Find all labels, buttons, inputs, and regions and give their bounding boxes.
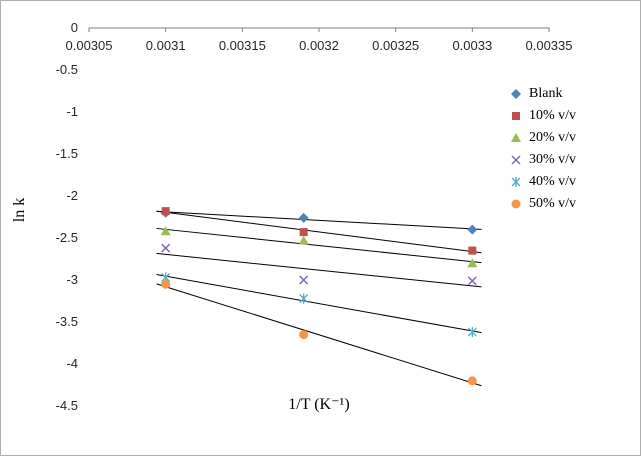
y-axis-title: ln k [11, 197, 28, 223]
x-marker-icon [299, 275, 309, 285]
trendline [156, 252, 482, 288]
trendline [156, 274, 482, 334]
asterisk-marker-icon [467, 327, 477, 338]
triangle-marker-icon [160, 226, 171, 236]
square-marker-icon [299, 228, 308, 237]
square-marker-icon [512, 111, 520, 120]
y-tick-label: -2 [66, 188, 78, 203]
x-tick-label: 0.00325 [372, 38, 419, 53]
legend-label: 10% v/v [529, 107, 577, 123]
x-tick-label: 0.00315 [219, 38, 266, 53]
square-marker-icon [468, 246, 477, 255]
triangle-marker-icon [467, 258, 478, 268]
legend-label: 30% v/v [529, 151, 577, 167]
diamond-marker-icon [298, 212, 309, 223]
x-tick-label: 0.00335 [526, 38, 573, 53]
y-tick-label: -3.5 [56, 314, 78, 329]
y-tick-label: -2.5 [56, 230, 78, 245]
diamond-marker-icon [511, 88, 521, 99]
legend-item: 10% v/v [509, 107, 576, 124]
legend-label: Blank [529, 85, 563, 101]
x-marker-icon [511, 155, 521, 164]
x-tick-label: 0.0033 [452, 38, 492, 53]
legend-label: 50% v/v [529, 195, 577, 211]
square-marker-icon [512, 111, 520, 120]
legend-item: Blank [509, 85, 576, 102]
y-tick-label: -4 [66, 356, 78, 371]
y-tick-label: -3 [66, 272, 78, 287]
legend: Blank 10% v/v 20% v/v 30% v/v 40% v/v 50… [509, 85, 576, 212]
circle-marker-icon [467, 376, 477, 386]
circle-marker-icon [161, 279, 171, 289]
asterisk-marker-icon [299, 293, 309, 304]
legend-item: 20% v/v [509, 129, 576, 146]
legend-label: 20% v/v [529, 129, 577, 145]
x-tick-label: 0.00305 [66, 38, 113, 53]
triangle-marker-icon [298, 235, 309, 245]
triangle-marker-icon [511, 132, 521, 142]
asterisk-marker-icon [511, 176, 521, 187]
x-marker-icon [467, 276, 477, 286]
diamond-marker-icon [511, 88, 521, 99]
asterisk-marker-icon [511, 176, 521, 187]
x-tick-label: 0.0031 [146, 38, 186, 53]
legend-item: 50% v/v [509, 195, 576, 212]
x-marker-icon [161, 243, 171, 253]
trendline [156, 283, 482, 387]
x-axis-title: 1/T (K⁻¹) [288, 396, 350, 413]
circle-marker-icon [511, 199, 521, 208]
triangle-marker-icon [511, 132, 521, 142]
x-tick-label: 0.0032 [299, 38, 339, 53]
trendline [156, 227, 482, 264]
y-tick-label: -1 [66, 104, 78, 119]
x-marker-icon [511, 155, 521, 164]
legend-label: 40% v/v [529, 173, 577, 189]
y-tick-label: -1.5 [56, 146, 78, 161]
trendline [156, 210, 482, 230]
trendline [156, 210, 482, 254]
legend-item: 30% v/v [509, 151, 576, 168]
square-marker-icon [161, 207, 170, 216]
diamond-marker-icon [467, 224, 478, 235]
y-tick-label: -0.5 [56, 62, 78, 77]
circle-marker-icon [299, 330, 309, 340]
legend-item: 40% v/v [509, 173, 576, 190]
y-tick-label: 0 [71, 20, 78, 35]
y-tick-label: -4.5 [56, 398, 78, 413]
circle-marker-icon [511, 199, 521, 208]
